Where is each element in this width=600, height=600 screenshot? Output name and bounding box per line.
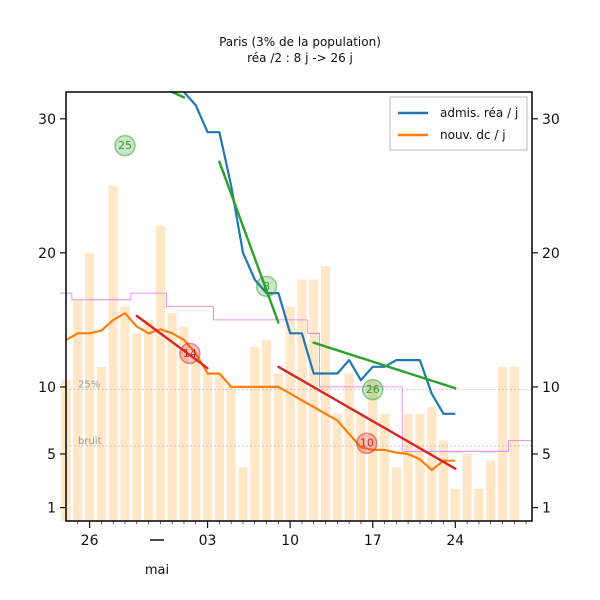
reference-label-1: bruit xyxy=(78,436,102,447)
bar-37 xyxy=(497,366,508,521)
bar-10 xyxy=(179,326,189,521)
y-tick-label-right-4: 30 xyxy=(542,112,560,128)
y-tick-label-left-4: 30 xyxy=(38,112,56,128)
bar-19 xyxy=(285,306,295,521)
bar-25 xyxy=(356,413,366,521)
bar-18 xyxy=(273,373,283,521)
reference-label-0: 25% xyxy=(78,380,100,391)
trend-line-4 xyxy=(277,365,457,470)
annotation-label-3: 26 xyxy=(366,383,380,396)
y-tick-label-left-3: 20 xyxy=(38,246,56,262)
bar-29 xyxy=(403,413,413,521)
bar-7 xyxy=(143,319,154,521)
bar-33 xyxy=(450,488,460,521)
y-tick-label-right-1: 5 xyxy=(542,447,551,463)
series-line-1 xyxy=(65,312,456,472)
bar-24 xyxy=(344,373,354,521)
bar-17 xyxy=(261,340,272,521)
bar-12 xyxy=(202,373,213,521)
annotation-badge-1 xyxy=(255,275,278,298)
y-tick-label-left-1: 5 xyxy=(47,447,56,463)
bar-38 xyxy=(509,366,519,521)
step-line-series xyxy=(60,292,532,452)
bar-28 xyxy=(391,467,401,521)
x-tick-label-1: 03 xyxy=(199,533,217,549)
y-axis-ticks: 1 1 5 5 10 10 20 20 30 30 xyxy=(38,112,560,517)
annotation-label-4: 10 xyxy=(360,437,374,450)
x-tick-label-4: 24 xyxy=(446,533,464,549)
bar-36 xyxy=(486,460,496,521)
series-line-0 xyxy=(183,91,456,415)
annotation-label-1: 8 xyxy=(263,280,270,293)
annotation-badge-3 xyxy=(361,378,384,401)
x-axis-label: mai xyxy=(145,563,169,578)
bar-9 xyxy=(167,313,177,521)
bar-16 xyxy=(250,346,260,521)
y-tick-label-right-2: 10 xyxy=(542,380,560,396)
trend-line-2 xyxy=(312,341,457,390)
bar-31 xyxy=(427,407,437,521)
chart-subtitle: réa /2 : 8 j -> 26 j xyxy=(247,51,353,65)
y-tick-label-left-2: 10 xyxy=(38,380,56,396)
bar-32 xyxy=(438,440,449,521)
step-line xyxy=(60,292,532,452)
bar-35 xyxy=(474,488,484,521)
annotation-badge-0 xyxy=(114,134,136,157)
legend: admis. réa / j nouv. dc / j xyxy=(389,96,528,151)
line-series-group xyxy=(65,91,456,472)
y-tick-label-right-0: 1 xyxy=(542,501,551,517)
bar-21 xyxy=(309,279,319,521)
reference-lines: 25% bruit xyxy=(66,380,532,447)
bar-23 xyxy=(332,413,342,521)
annotation-label-2: 14 xyxy=(183,347,197,360)
bar-13 xyxy=(214,373,224,521)
annotation-badges: 25 8 14 26 10 xyxy=(114,134,384,454)
x-tick-label-3: 17 xyxy=(364,533,382,549)
bar-3 xyxy=(96,366,106,521)
bar-series xyxy=(61,185,519,521)
annotation-badge-4 xyxy=(356,432,378,454)
trend-line-0 xyxy=(170,90,186,99)
bar-11 xyxy=(191,360,201,521)
bar-27 xyxy=(379,413,390,521)
x-tick-label-0: 26 xyxy=(81,533,99,549)
trend-line-3 xyxy=(135,314,209,370)
bar-5 xyxy=(120,306,130,521)
annotation-label-0: 25 xyxy=(118,139,132,152)
bar-15 xyxy=(238,467,248,521)
bar-30 xyxy=(415,413,425,521)
x-tick-label-2: 10 xyxy=(281,533,299,549)
bar-2 xyxy=(84,252,95,521)
bar-6 xyxy=(132,333,142,521)
bar-4 xyxy=(108,185,118,521)
chart-title: Paris (3% de la population) xyxy=(219,35,381,49)
legend-label-admissions: admis. réa / j xyxy=(440,106,518,120)
bar-14 xyxy=(226,386,236,521)
bar-34 xyxy=(462,453,472,521)
bar-1 xyxy=(73,299,83,521)
x-axis-ticks: 26 03 10 17 24 xyxy=(77,521,527,549)
legend-box xyxy=(389,96,528,151)
plot-frame xyxy=(65,91,533,522)
bar-8 xyxy=(155,226,165,521)
y-tick-label-left-0: 1 xyxy=(47,501,56,517)
y-tick-label-right-3: 20 xyxy=(542,246,560,262)
trend-line-1 xyxy=(218,160,280,324)
annotation-badge-2 xyxy=(179,342,201,365)
legend-label-deaths: nouv. dc / j xyxy=(440,128,506,142)
